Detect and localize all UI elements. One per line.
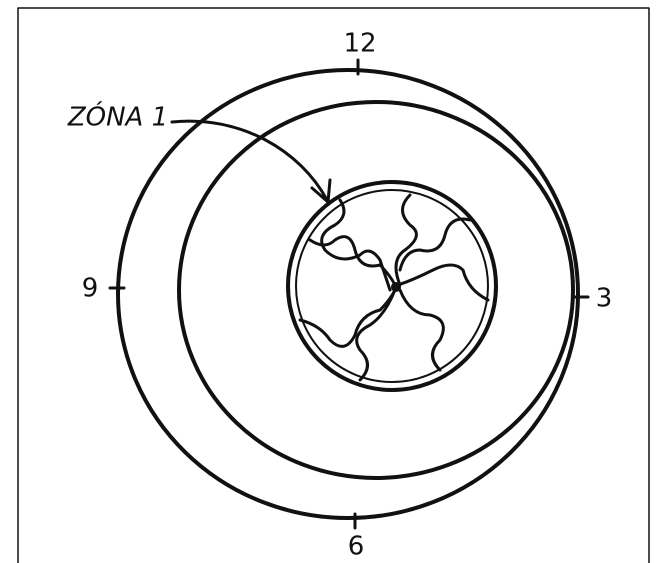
zone-outer [286, 180, 498, 392]
label-right: 3 [596, 284, 613, 314]
inner-circle [177, 100, 575, 480]
arrow-head [310, 178, 332, 204]
label-top: 12 [343, 29, 376, 59]
zone-inner [295, 189, 489, 383]
arrow [170, 119, 329, 202]
label-bottom: 6 [348, 532, 365, 562]
pattern [298, 193, 490, 382]
frame [17, 7, 650, 563]
label-left: 9 [82, 274, 99, 304]
outer-circle [116, 68, 580, 520]
zone-label: ZÓNA 1 [67, 101, 168, 133]
center-dot [391, 282, 401, 292]
